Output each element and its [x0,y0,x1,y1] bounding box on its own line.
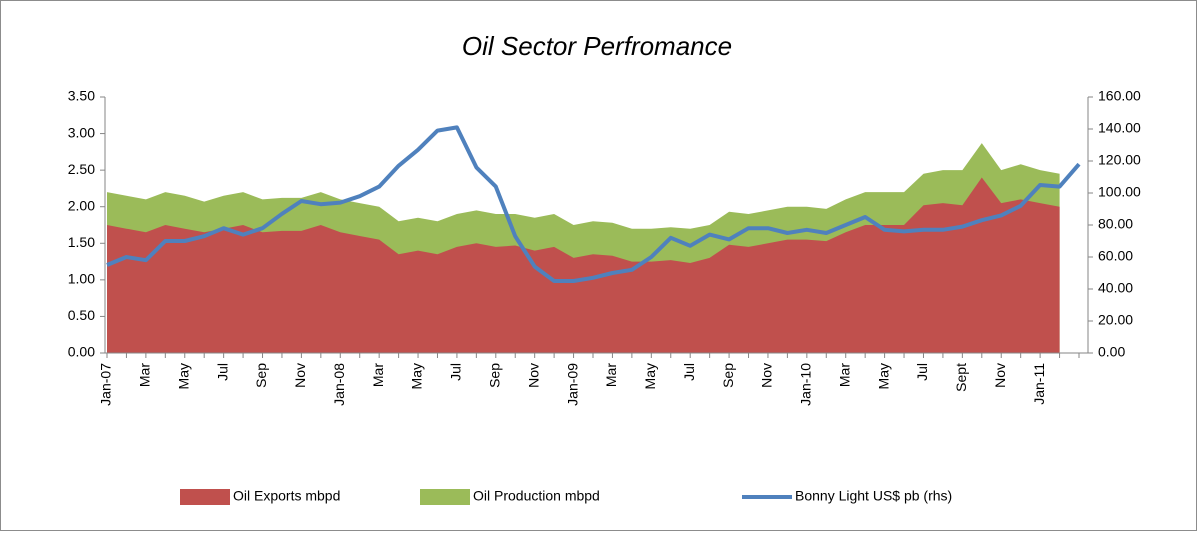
x-tick-label: May [875,363,891,389]
x-tick-label: Jul [214,363,230,381]
y-tick-label: 3.50 [68,88,95,104]
x-tick-label: May [175,363,191,389]
x-tick-label: Jul [914,363,930,381]
y2-tick-label: 140.00 [1098,120,1141,136]
x-tick-label: Jul [448,363,464,381]
y2-tick-label: 60.00 [1098,248,1133,264]
x-tick-label: Jan-10 [798,363,814,406]
y2-tick-label: 0.00 [1098,344,1125,360]
x-tick-label: Jan-08 [331,363,347,406]
y2-tick-label: 80.00 [1098,216,1133,232]
x-tick-label: Mar [370,363,386,387]
area [107,177,1060,353]
x-tick-label: May [409,363,425,389]
legend-label: Oil Production mbpd [473,488,600,504]
y2-tick-label: 120.00 [1098,152,1141,168]
x-tick-label: May [642,363,658,389]
line [106,125,1081,283]
x-tick-label: Jul [681,363,697,381]
y-tick-label: 3.00 [68,124,95,140]
x-tick-label: Mar [603,363,619,387]
y-tick-label: 1.00 [68,271,95,287]
chart-title: Oil Sector Perfromance [462,31,732,61]
y2-tick-label: 40.00 [1098,280,1133,296]
legend-swatch [420,489,470,505]
x-tick-label: Jan-09 [564,363,580,406]
y-tick-label: 0.00 [68,344,95,360]
x-tick-label: Sept [953,363,969,392]
x-tick-label: Mar [137,363,153,387]
y-tick-label: 2.50 [68,161,95,177]
x-tick-label: Nov [759,363,775,388]
x-tick-label: Mar [836,363,852,387]
legend-label: Bonny Light US$ pb (rhs) [795,488,952,504]
y-tick-label: 0.50 [68,307,95,323]
y2-tick-label: 100.00 [1098,184,1141,200]
x-tick-label: Nov [525,363,541,388]
y-tick-label: 1.50 [68,234,95,250]
x-tick-label: Jan-07 [98,363,114,406]
x-tick-label: Jan-11 [1031,363,1047,405]
legend-swatch [180,489,230,505]
y-tick-label: 2.00 [68,197,95,213]
x-tick-label: Sep [720,363,736,388]
x-tick-label: Nov [292,363,308,388]
x-tick-label: Nov [992,363,1008,388]
x-tick-label: Sep [487,363,503,388]
x-tick-label: Sep [253,363,269,388]
legend-label: Oil Exports mbpd [233,488,340,504]
y2-tick-label: 20.00 [1098,312,1133,328]
y2-tick-label: 160.00 [1098,88,1141,104]
